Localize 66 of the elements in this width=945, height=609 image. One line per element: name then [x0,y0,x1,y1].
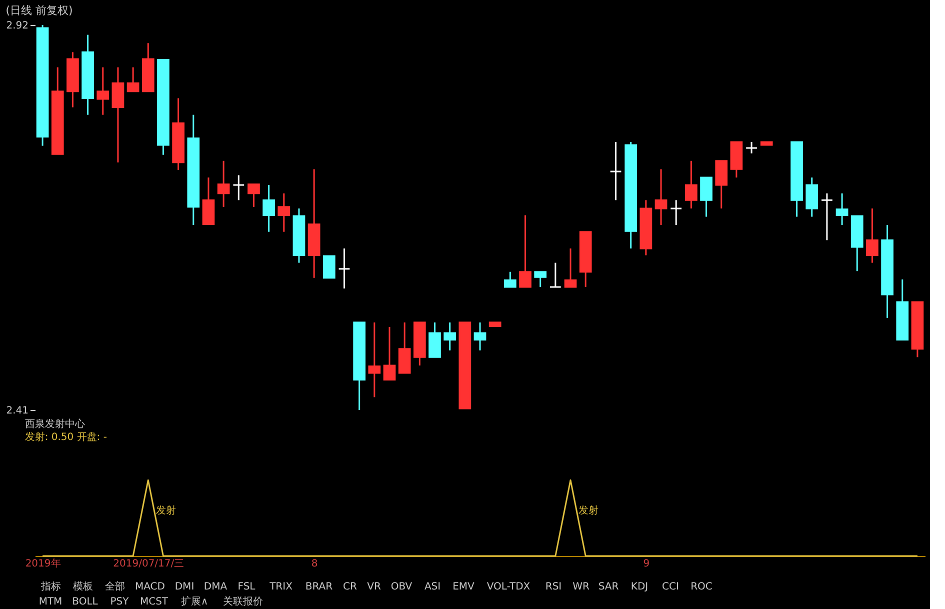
candlestick [96,66,110,116]
text: WR [572,581,590,592]
candlestick [745,141,758,154]
candlestick [564,248,577,288]
candlestick [322,255,336,279]
candlestick [248,184,260,208]
candlestick [685,160,698,210]
text: OBV [390,581,412,592]
x-tick-label: 9 [643,558,650,570]
candlestick [217,160,230,208]
text: CR [343,581,358,592]
chart-title: (日线 前复权) [6,4,73,17]
text: FSL [238,581,256,592]
candlestick [126,66,140,92]
candlestick [820,192,834,241]
candlestick [866,208,878,264]
chart-title: 西泉发射中心 [24,418,85,430]
candlestick [338,248,350,290]
text: VOL-TDX [486,581,530,592]
text: TRIX [268,581,293,592]
candlestick [444,322,456,352]
text: CCI [662,581,679,592]
candlestick [383,326,396,381]
text: EMV [452,581,475,592]
text: SAR [598,581,619,592]
text: MTM [38,596,62,608]
text: 全部 [105,580,125,592]
candlestick [654,168,668,226]
text: DMI [174,581,194,592]
candlestick [519,214,532,288]
candlestick [700,176,712,218]
text: ASI [424,581,441,592]
text: 发射: 0.50 开盘: - [24,432,107,443]
text: VR [367,581,381,592]
candlestick [670,199,682,226]
candlestick [232,174,245,201]
text: RSI [545,581,562,592]
text: BRAR [305,581,333,592]
text: ROC [690,581,712,592]
text: PSY [110,596,130,608]
x-tick-label: 2019年 [25,558,61,570]
x-tick-label: 2019/07/17/三 [113,558,184,570]
candlestick [278,192,290,233]
candlestick [368,322,381,398]
text: KDJ [630,581,648,592]
candlestick [806,176,818,218]
candlestick [836,192,848,226]
x-tick-label: 8 [311,558,318,570]
y-tick-label: 2.92 [6,20,28,32]
candlestick [549,262,562,288]
candlestick [474,322,486,352]
candlestick [534,271,547,288]
candlestick [504,271,516,288]
text: MCST [140,596,169,608]
text: 模板 [73,580,93,592]
text: 扩展∧ [180,595,208,608]
candlestick [610,141,622,201]
text: 关联报价 [223,595,263,608]
y-tick-label: 2.41 [6,406,28,416]
text: DMA [204,581,228,592]
text: BOLL [72,596,98,608]
candlestick [262,184,275,233]
text: 指标 [40,580,61,592]
text: 发射 [578,505,599,516]
series-label: 发射 [156,504,176,516]
text: MACD [135,581,166,592]
